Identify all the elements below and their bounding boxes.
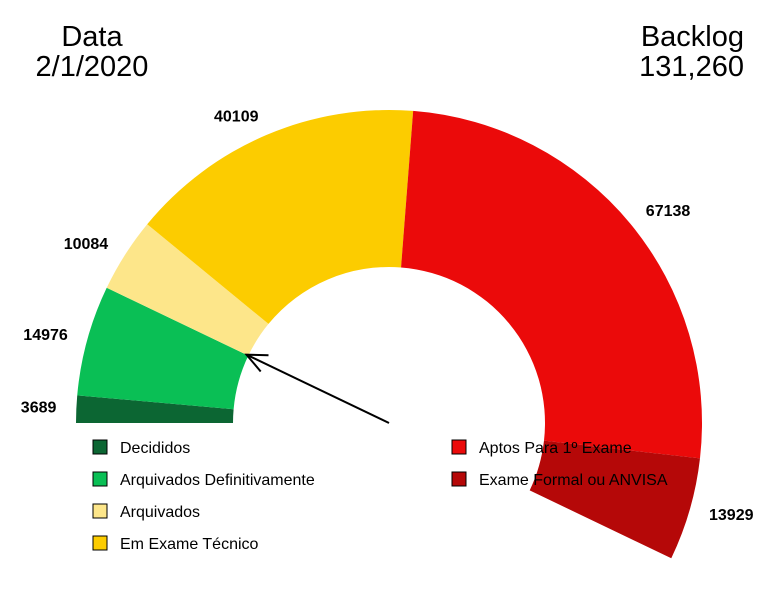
legend-swatch [92, 535, 108, 551]
legend-label: Em Exame Técnico [120, 536, 259, 553]
backlog-value: 131,260 [639, 51, 744, 83]
data-label-arquivados: 10084 [64, 236, 109, 253]
data-label-em-exame-tecnico: 40109 [214, 109, 259, 126]
data-label-aptos-para-1-exame: 67138 [646, 203, 691, 220]
legend-item-decididos: Decididos [92, 439, 190, 457]
legend-swatch [451, 471, 467, 487]
backlog-block: Backlog 131,260 [639, 22, 744, 82]
date-value: 2/1/2020 [35, 51, 149, 83]
legend-label: Arquivados Definitivamente [120, 472, 315, 489]
data-label-arquivados-definitivamente: 14976 [23, 327, 68, 344]
legend-swatch [451, 439, 467, 455]
legend-item-arquivados-definitivamente: Arquivados Definitivamente [92, 471, 315, 489]
legend-item-arquivados: Arquivados [92, 503, 200, 521]
arrow-layer [244, 353, 390, 424]
legend-swatch [92, 503, 108, 519]
slice-aptos-para-1-exame [401, 110, 703, 459]
legend-item-em-exame-tecnico: Em Exame Técnico [92, 535, 259, 553]
legend-item-aptos-para-1-exame: Aptos Para 1º Exame [451, 439, 632, 457]
data-label-exame-formal-ou-anvisa: 13929 [709, 507, 754, 524]
backlog-label: Backlog [640, 21, 744, 53]
date-block: Data 2/1/2020 [0, 22, 184, 82]
slice-arquivados-definitivamente [77, 287, 249, 410]
data-labels-layer: 3689 14976 10084 40109 67138 13929 [21, 109, 754, 524]
legend-label: Aptos Para 1º Exame [479, 440, 632, 457]
slice-arquivados [106, 224, 269, 356]
legend-swatch [92, 471, 108, 487]
date-label: Data [61, 21, 123, 53]
annotation-arrow [244, 353, 390, 424]
legend-item-exame-formal-ou-anvisa: Exame Formal ou ANVISA [451, 471, 668, 489]
slices-layer [76, 109, 703, 559]
slice-decididos [76, 395, 234, 423]
legend: Decididos Arquivados Definitivamente Arqui… [92, 439, 668, 553]
legend-label: Arquivados [120, 504, 200, 521]
legend-label: Exame Formal ou ANVISA [479, 472, 668, 489]
slice-exame-formal-ou-anvisa [529, 440, 700, 559]
legend-swatch [92, 439, 108, 455]
slice-em-exame-tecnico [147, 109, 414, 324]
data-label-decididos: 3689 [21, 399, 57, 416]
legend-label: Decididos [120, 440, 190, 457]
